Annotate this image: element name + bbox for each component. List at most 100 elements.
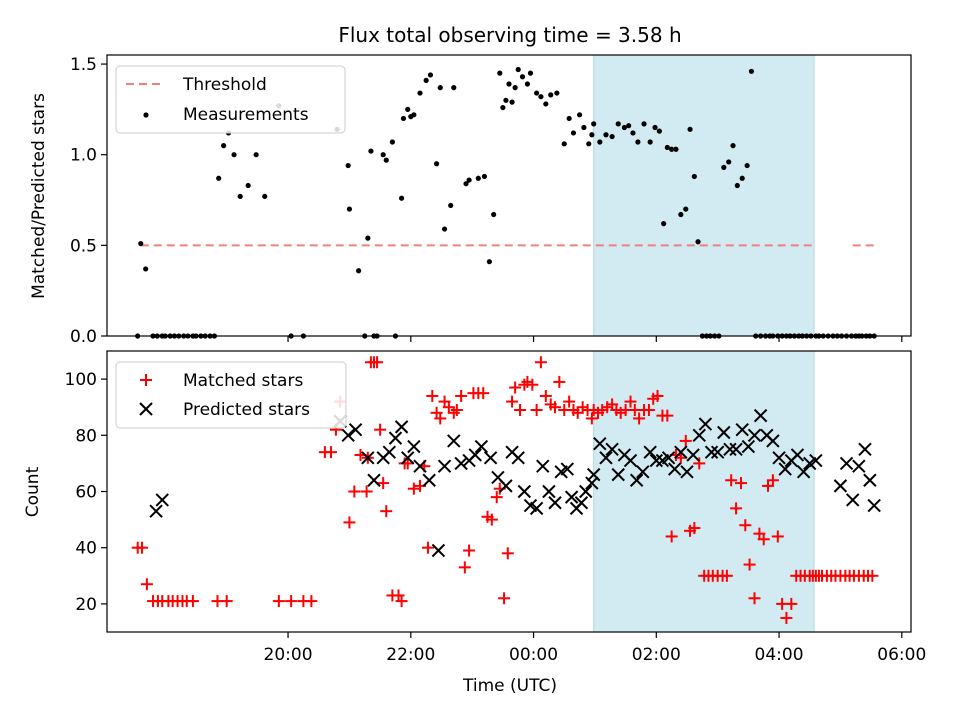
predicted-star-stroke (674, 445, 688, 459)
predicted-star-point (599, 451, 613, 465)
predicted-star-stroke (623, 453, 638, 468)
legend-predicted-swatch (139, 402, 153, 416)
matched-star-point (463, 544, 476, 557)
matched-star-point (651, 389, 664, 402)
matched-star-point (421, 541, 434, 554)
predicted-star-point (542, 484, 556, 499)
measurement-point (641, 121, 647, 127)
matched-star-point (720, 569, 733, 582)
matched-star-point (757, 533, 770, 546)
matched-star-point (688, 522, 701, 535)
y-tick-label: 0.5 (70, 236, 97, 256)
matched-star-point (679, 434, 692, 447)
measurement-point (262, 193, 268, 200)
measurement-point (661, 221, 667, 227)
predicted-star-stroke (511, 451, 525, 465)
matched-star-point (140, 578, 153, 591)
measurement-point (451, 85, 457, 91)
matched-star-point (272, 595, 285, 608)
matched-star-point (220, 595, 233, 608)
matched-star-point (360, 485, 373, 498)
measurement-point (463, 181, 469, 187)
measurement-point (739, 175, 745, 181)
matched-star-point (766, 474, 779, 487)
predicted-star-stroke (668, 462, 682, 476)
matched-star-point (485, 513, 498, 526)
y-tick-label: 100 (65, 370, 97, 390)
measurement-point (519, 74, 526, 80)
measurement-point (554, 90, 560, 96)
measurement-point (497, 70, 503, 76)
predicted-star-stroke (382, 445, 397, 459)
measurement-point (405, 106, 411, 112)
predicted-star-point (586, 467, 601, 482)
count-x-axis-label: Time (UTC) (462, 676, 557, 696)
count-y-axis: 20 40 60 80 100 (65, 370, 107, 615)
x-tick-label: 02:00 (632, 645, 681, 665)
predicted-star-point (710, 445, 725, 459)
measurement-point (730, 143, 736, 149)
measurement-point (400, 115, 407, 122)
predicted-star-point (852, 459, 866, 473)
measurement-point (609, 133, 615, 140)
measurement-point (621, 124, 627, 131)
predicted-star-point (611, 467, 625, 482)
matched-star-point (549, 401, 562, 414)
matched-star-point (563, 395, 576, 408)
predicted-star-stroke (560, 462, 575, 476)
predicted-star-stroke (867, 498, 881, 513)
predicted-star-point (579, 484, 593, 499)
measurement-point (626, 123, 632, 129)
predicted-star-stroke (649, 453, 664, 468)
matched-star-point (661, 409, 674, 422)
predicted-star-stroke (499, 479, 513, 493)
predicted-star-point (623, 453, 638, 468)
measurement-point (548, 92, 554, 98)
predicted-star-point (698, 417, 713, 431)
y-tick-label: 0.0 (70, 327, 97, 347)
predicted-star-stroke (790, 448, 805, 462)
matched-star-point (771, 530, 784, 543)
matched-star-point (739, 519, 752, 532)
predicted-star-stroke (579, 484, 593, 499)
predicted-star-stroke (593, 437, 607, 451)
predicted-star-stroke (491, 470, 505, 485)
matched-star-point (725, 474, 738, 487)
predicted-star-point (692, 428, 706, 443)
matched-star-point (642, 404, 655, 417)
measurement-point (368, 148, 374, 154)
predicted-star-stroke (394, 420, 409, 434)
y-tick-label: 20 (75, 595, 97, 615)
measurement-point (591, 121, 597, 127)
predicted-star-stroke (341, 428, 355, 443)
predicted-star-stroke (536, 459, 550, 473)
matched-star-point (377, 477, 390, 490)
predicted-star-point (605, 442, 619, 457)
x-tick-label: 00:00 (509, 645, 558, 665)
predicted-star-stroke (454, 456, 468, 471)
predicted-star-point (735, 422, 749, 437)
predicted-star-stroke (692, 428, 706, 443)
predicted-star-point (723, 442, 737, 457)
predicted-star-stroke (735, 422, 749, 437)
matched-star-point (624, 395, 637, 408)
predicted-star-stroke (361, 451, 375, 465)
measurement-point (673, 146, 679, 152)
measurement-point (524, 81, 531, 87)
measurement-point (389, 139, 395, 145)
predicted-star-point (536, 459, 550, 473)
predicted-star-point (790, 448, 805, 462)
predicted-star-point (422, 473, 436, 487)
predicted-star-point (437, 459, 452, 473)
predicted-star-point (729, 442, 743, 457)
predicted-star-stroke (753, 408, 768, 423)
predicted-star-point (454, 456, 468, 471)
matched-star-point (395, 595, 408, 608)
count-shaded-region (593, 350, 815, 633)
predicted-star-point (741, 439, 756, 454)
predicted-star-stroke (636, 465, 650, 479)
predicted-star-point (845, 493, 860, 507)
predicted-star-point (388, 431, 403, 445)
measurement-point (687, 126, 693, 132)
legend-measurements-label: Measurements (183, 105, 309, 125)
